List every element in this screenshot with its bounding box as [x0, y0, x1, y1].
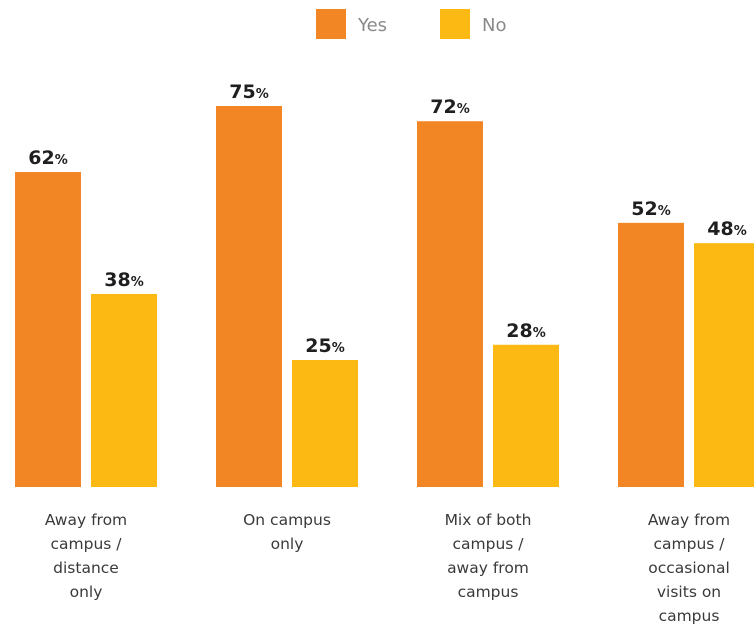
category-label-1: On campus only — [243, 511, 331, 553]
value-label-yes-1: 75% — [229, 81, 268, 103]
bar-no-0 — [91, 293, 157, 487]
value-label-no-1: 25% — [305, 335, 344, 357]
bar-no-3 — [694, 243, 754, 487]
legend-label-no: No — [482, 15, 506, 36]
bar-yes-3 — [618, 222, 684, 487]
value-label-no-3: 48% — [707, 218, 746, 240]
bar-no-1 — [292, 360, 358, 487]
legend-label-yes: Yes — [357, 15, 387, 36]
bar-yes-0 — [15, 172, 81, 488]
bar-yes-1 — [216, 106, 282, 487]
value-label-no-0: 38% — [104, 269, 143, 291]
category-label-0: Away from campus / distance only — [45, 511, 127, 601]
category-label-3: Away from campus / occasional visits on camp… — [648, 511, 730, 625]
category-label-2: Mix of both campus / away from campus — [445, 511, 532, 601]
legend-swatch-yes — [316, 9, 346, 39]
value-label-yes-2: 72% — [430, 96, 469, 118]
legend-swatch-no — [440, 9, 470, 39]
value-label-yes-3: 52% — [631, 198, 670, 220]
bar-no-2 — [493, 344, 559, 487]
value-label-yes-0: 62% — [28, 147, 67, 169]
bar-yes-2 — [417, 121, 483, 488]
value-label-no-2: 28% — [506, 320, 545, 342]
